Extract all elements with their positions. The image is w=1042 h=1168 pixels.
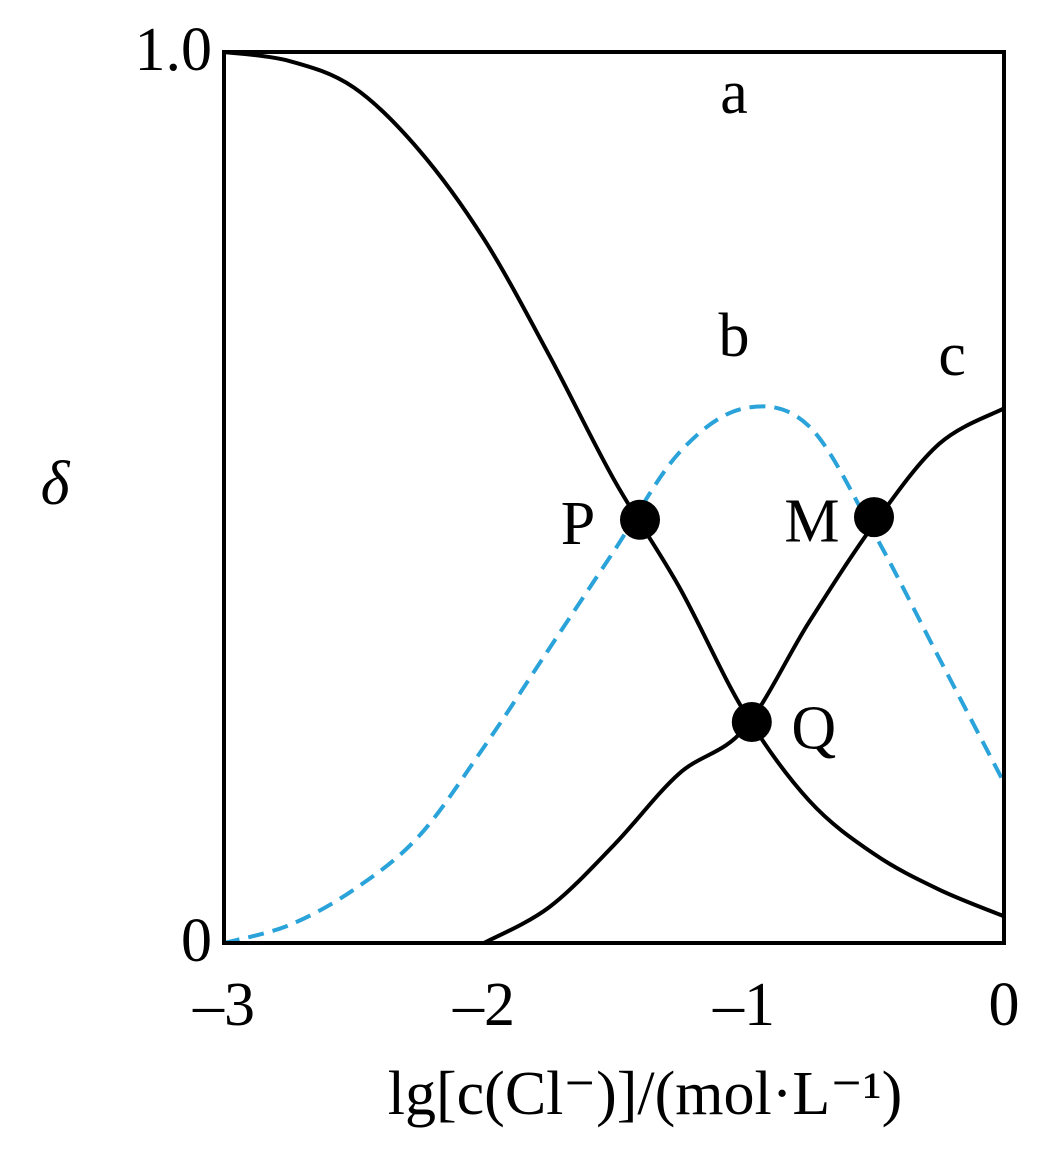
x-axis-label: lg[c(Cl⁻)]/(mol·L⁻¹) [388,1060,902,1128]
point [620,499,660,540]
point [731,702,772,743]
x-tick-label: –2 [452,971,515,1039]
point-label: P [561,490,595,558]
point-label: M [784,487,839,555]
x-tick-label: –3 [192,971,255,1039]
point-label: Q [791,694,836,762]
curve [223,404,1006,945]
x-tick-label: –1 [712,971,775,1039]
point [854,497,894,538]
y-tick-label: 0 [181,907,212,975]
y-tick-label: 1.0 [135,16,213,84]
curve [223,50,1005,919]
plot-frame [222,50,1006,945]
curve [483,406,1005,945]
curve-label: b [719,302,750,370]
curve-label: c [938,321,966,389]
y-axis-label: δ [41,450,71,518]
curve-label: a [720,59,748,127]
x-tick-label: 0 [989,971,1020,1039]
